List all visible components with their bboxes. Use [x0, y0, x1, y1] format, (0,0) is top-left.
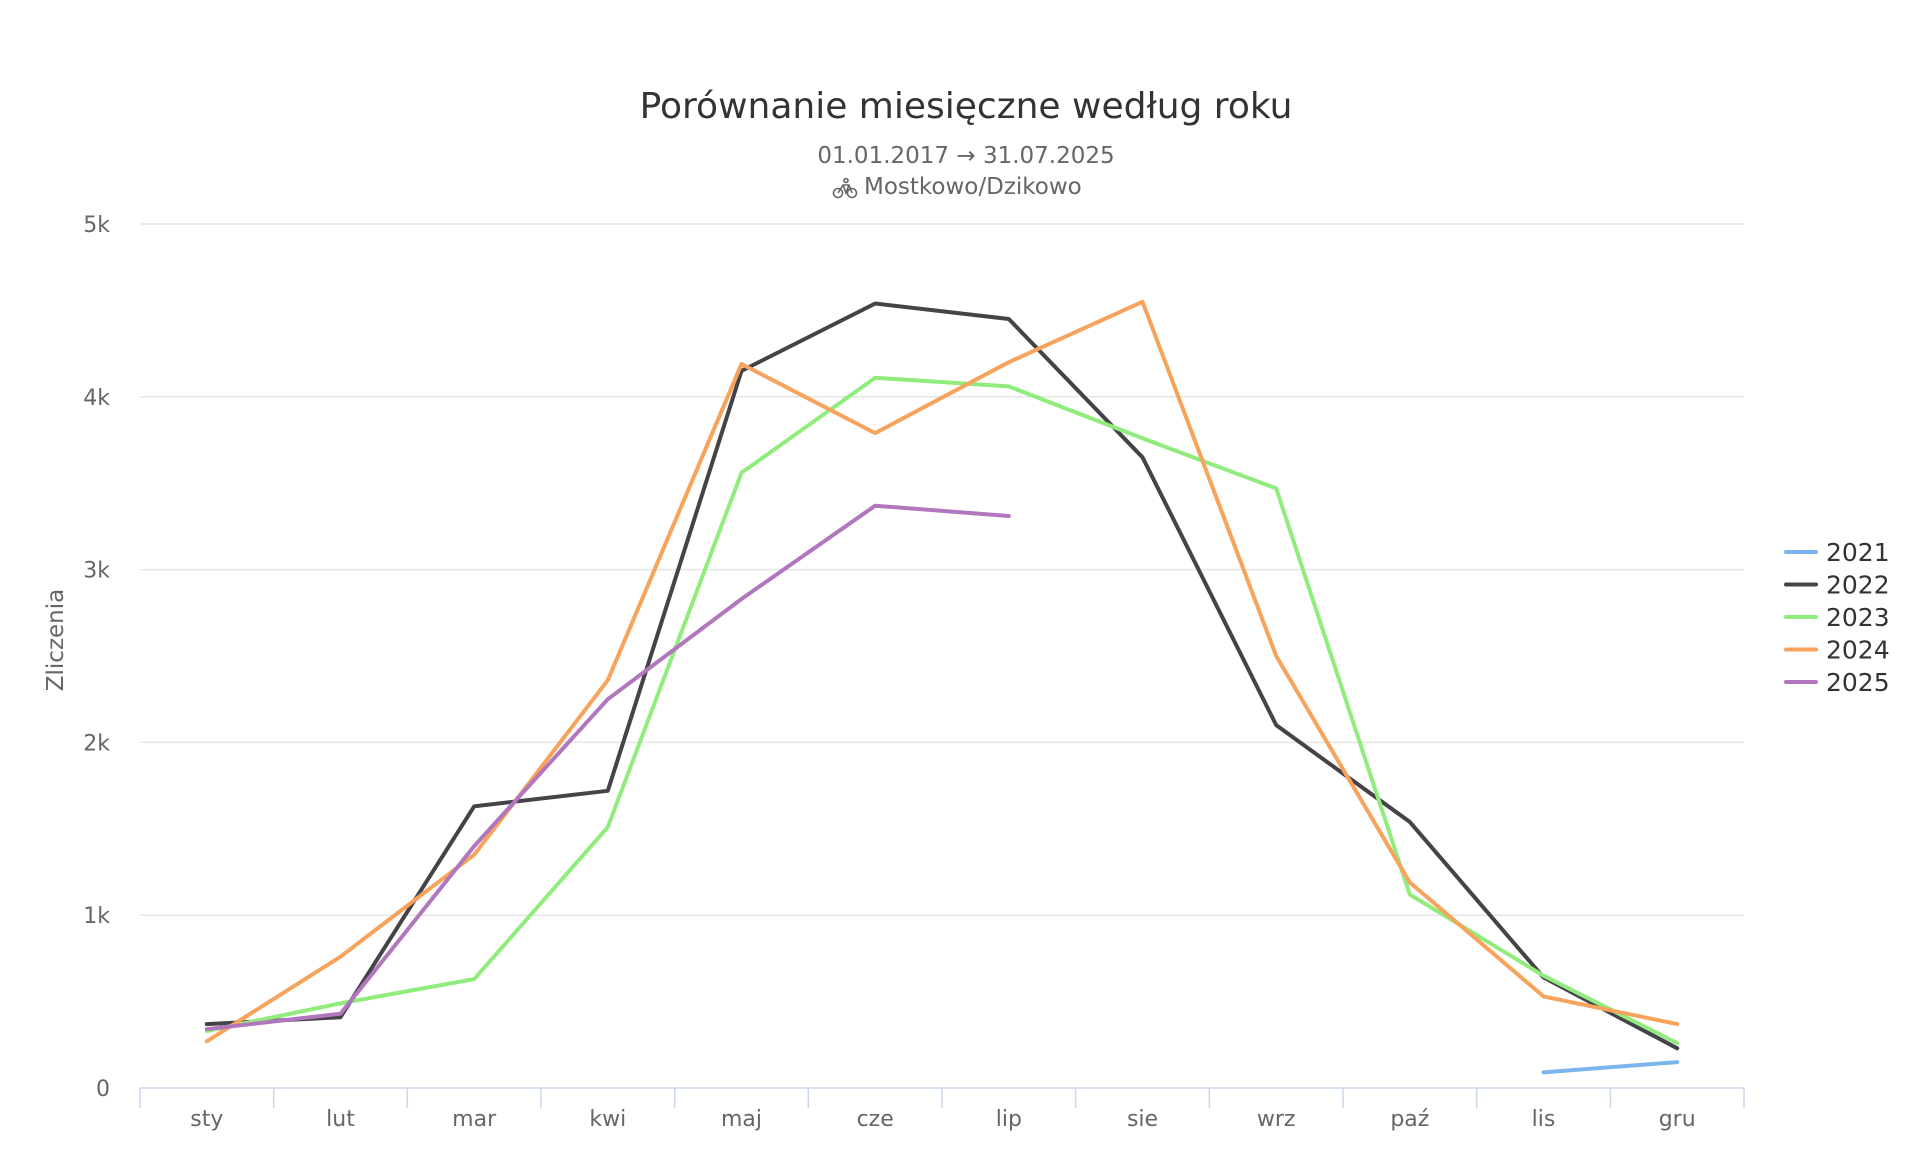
x-tick-label: paź [1390, 1107, 1429, 1132]
x-tick-label: sie [1127, 1107, 1158, 1132]
x-tick-label: cze [857, 1107, 894, 1132]
legend-item-2023[interactable]: 2023 [1784, 603, 1890, 632]
legend-label: 2022 [1826, 571, 1890, 600]
series-line-2021[interactable] [1541, 1060, 1680, 1075]
y-tick-label: 0 [96, 1077, 110, 1102]
series-line-2025[interactable] [204, 503, 1011, 1032]
chart-subtitle-range: 01.01.2017 → 31.07.2025 [817, 143, 1114, 169]
legend-item-2025[interactable]: 2025 [1784, 668, 1890, 697]
series-line-2024[interactable] [204, 299, 1680, 1044]
x-tick-label: kwi [589, 1107, 626, 1132]
legend-label: 2021 [1826, 538, 1890, 567]
y-tick-label: 3k [83, 559, 110, 584]
x-tick-label: mar [452, 1107, 497, 1132]
x-tick-label: maj [721, 1107, 762, 1132]
legend-item-2022[interactable]: 2022 [1784, 571, 1890, 600]
x-tick-label: gru [1659, 1107, 1696, 1132]
x-tick-label: lis [1532, 1107, 1556, 1132]
series-lines [204, 299, 1680, 1075]
series-line-2023[interactable] [204, 375, 1680, 1046]
x-tick-label: sty [190, 1107, 223, 1132]
y-tick-label: 2k [83, 731, 110, 756]
series-line-2022[interactable] [204, 301, 1680, 1051]
chart-title: Porównanie miesięczne według roku [640, 86, 1293, 127]
x-tick-label: lut [326, 1107, 355, 1132]
grid-lines [140, 223, 1744, 916]
x-tick-label: lip [996, 1107, 1022, 1132]
y-tick-label: 1k [83, 904, 110, 929]
chart-subtitle-station: Mostkowo/Dzikowo [864, 174, 1082, 200]
x-tick-label: wrz [1257, 1107, 1296, 1132]
legend-label: 2023 [1826, 603, 1890, 632]
bicycle-icon [832, 177, 858, 199]
legend-item-2024[interactable]: 2024 [1784, 636, 1890, 665]
legend-label: 2024 [1826, 636, 1890, 665]
legend: 2021 2022 2023 2024 2025 [1784, 538, 1890, 697]
legend-label: 2025 [1826, 668, 1890, 697]
y-axis-title: Zliczenia [43, 589, 69, 691]
x-axis: sty lut mar kwi maj cze lip sie wrz paź lis gru [139, 1087, 1745, 1132]
y-tick-label: 5k [83, 213, 110, 238]
y-tick-label: 4k [83, 386, 110, 411]
legend-item-2021[interactable]: 2021 [1784, 538, 1890, 567]
y-axis-ticks: 0 1k 2k 3k 4k 5k [83, 213, 110, 1102]
